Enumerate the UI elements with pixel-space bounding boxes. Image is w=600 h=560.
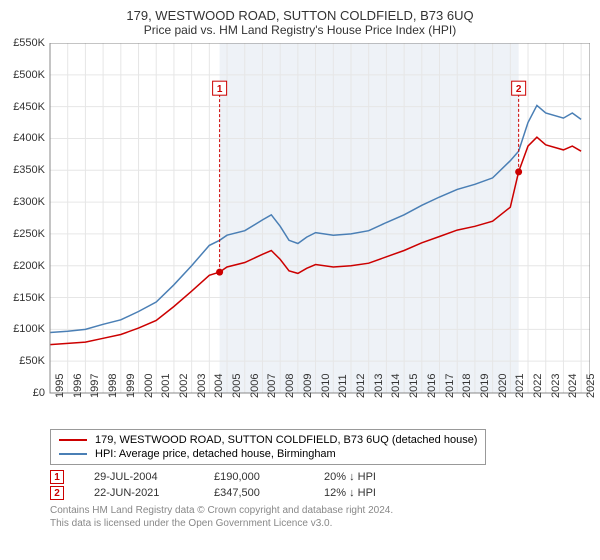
- y-axis-tick-label: £350K: [13, 164, 45, 176]
- x-axis-tick-label: 2007: [266, 374, 278, 398]
- marker-date: 22-JUN-2021: [94, 487, 184, 499]
- x-axis-tick-label: 2022: [532, 374, 544, 398]
- legend-swatch: [59, 439, 87, 441]
- x-axis-tick-label: 2019: [479, 374, 491, 398]
- x-axis-tick-label: 2012: [355, 374, 367, 398]
- legend-item-hpi: HPI: Average price, detached house, Birm…: [59, 447, 477, 461]
- marker-row-1: 1 29-JUL-2004 £190,000 20% ↓ HPI: [50, 469, 590, 485]
- x-axis-tick-label: 1998: [107, 374, 119, 398]
- y-axis-tick-label: £250K: [13, 228, 45, 240]
- y-axis-tick-label: £150K: [13, 292, 45, 304]
- x-axis-tick-label: 2009: [302, 374, 314, 398]
- marker-badge: 2: [50, 486, 64, 500]
- marker-price: £190,000: [214, 471, 294, 483]
- y-axis-tick-label: £200K: [13, 260, 45, 272]
- y-axis-tick-label: £100K: [13, 323, 45, 335]
- y-axis-tick-label: £400K: [13, 132, 45, 144]
- x-axis-tick-label: 2010: [320, 374, 332, 398]
- x-axis-tick-label: 2008: [284, 374, 296, 398]
- x-axis-tick-label: 2002: [178, 374, 190, 398]
- svg-text:2: 2: [516, 84, 522, 95]
- x-axis-tick-label: 2014: [390, 374, 402, 398]
- x-axis-tick-label: 2001: [160, 374, 172, 398]
- chart-title: 179, WESTWOOD ROAD, SUTTON COLDFIELD, B7…: [10, 8, 590, 23]
- x-axis-tick-label: 2021: [514, 374, 526, 398]
- marker-row-2: 2 22-JUN-2021 £347,500 12% ↓ HPI: [50, 485, 590, 501]
- y-axis-tick-label: £300K: [13, 196, 45, 208]
- legend-swatch: [59, 453, 87, 455]
- x-axis-tick-label: 2006: [249, 374, 261, 398]
- marker-delta: 12% ↓ HPI: [324, 487, 376, 499]
- marker-date: 29-JUL-2004: [94, 471, 184, 483]
- attribution: Contains HM Land Registry data © Crown c…: [50, 504, 590, 530]
- x-axis-tick-label: 2025: [585, 374, 597, 398]
- y-axis-tick-label: £450K: [13, 101, 45, 113]
- marker-price: £347,500: [214, 487, 294, 499]
- svg-text:1: 1: [217, 84, 223, 95]
- chart-svg: 12: [10, 43, 590, 423]
- x-axis-tick-label: 2015: [408, 374, 420, 398]
- x-axis-tick-label: 1995: [54, 374, 66, 398]
- attribution-line: This data is licensed under the Open Gov…: [50, 517, 590, 530]
- x-axis-tick-label: 2016: [426, 374, 438, 398]
- x-axis-tick-label: 2005: [231, 374, 243, 398]
- marker-delta: 20% ↓ HPI: [324, 471, 376, 483]
- y-axis-tick-label: £550K: [13, 37, 45, 49]
- y-axis-tick-label: £50K: [19, 355, 45, 367]
- x-axis-tick-label: 2017: [444, 374, 456, 398]
- y-axis-tick-label: £0: [33, 387, 45, 399]
- x-axis-tick-label: 2020: [497, 374, 509, 398]
- x-axis-tick-label: 2013: [373, 374, 385, 398]
- x-axis-tick-label: 2000: [143, 374, 155, 398]
- x-axis-tick-label: 2003: [196, 374, 208, 398]
- x-axis-tick-label: 2024: [567, 374, 579, 398]
- chart-subtitle: Price paid vs. HM Land Registry's House …: [10, 23, 590, 37]
- x-axis-tick-label: 2004: [213, 374, 225, 398]
- marker-badge: 1: [50, 470, 64, 484]
- legend-label: HPI: Average price, detached house, Birm…: [95, 448, 336, 460]
- x-axis-tick-label: 2018: [461, 374, 473, 398]
- legend-label: 179, WESTWOOD ROAD, SUTTON COLDFIELD, B7…: [95, 434, 477, 446]
- x-axis-tick-label: 1999: [125, 374, 137, 398]
- attribution-line: Contains HM Land Registry data © Crown c…: [50, 504, 590, 517]
- legend: 179, WESTWOOD ROAD, SUTTON COLDFIELD, B7…: [50, 429, 486, 465]
- chart-area: 12 £0£50K£100K£150K£200K£250K£300K£350K£…: [10, 43, 590, 423]
- x-axis-tick-label: 2011: [337, 374, 349, 398]
- y-axis-tick-label: £500K: [13, 69, 45, 81]
- x-axis-tick-label: 1996: [72, 374, 84, 398]
- x-axis-tick-label: 2023: [550, 374, 562, 398]
- x-axis-tick-label: 1997: [89, 374, 101, 398]
- markers-table: 1 29-JUL-2004 £190,000 20% ↓ HPI 2 22-JU…: [50, 469, 590, 501]
- legend-item-property: 179, WESTWOOD ROAD, SUTTON COLDFIELD, B7…: [59, 433, 477, 447]
